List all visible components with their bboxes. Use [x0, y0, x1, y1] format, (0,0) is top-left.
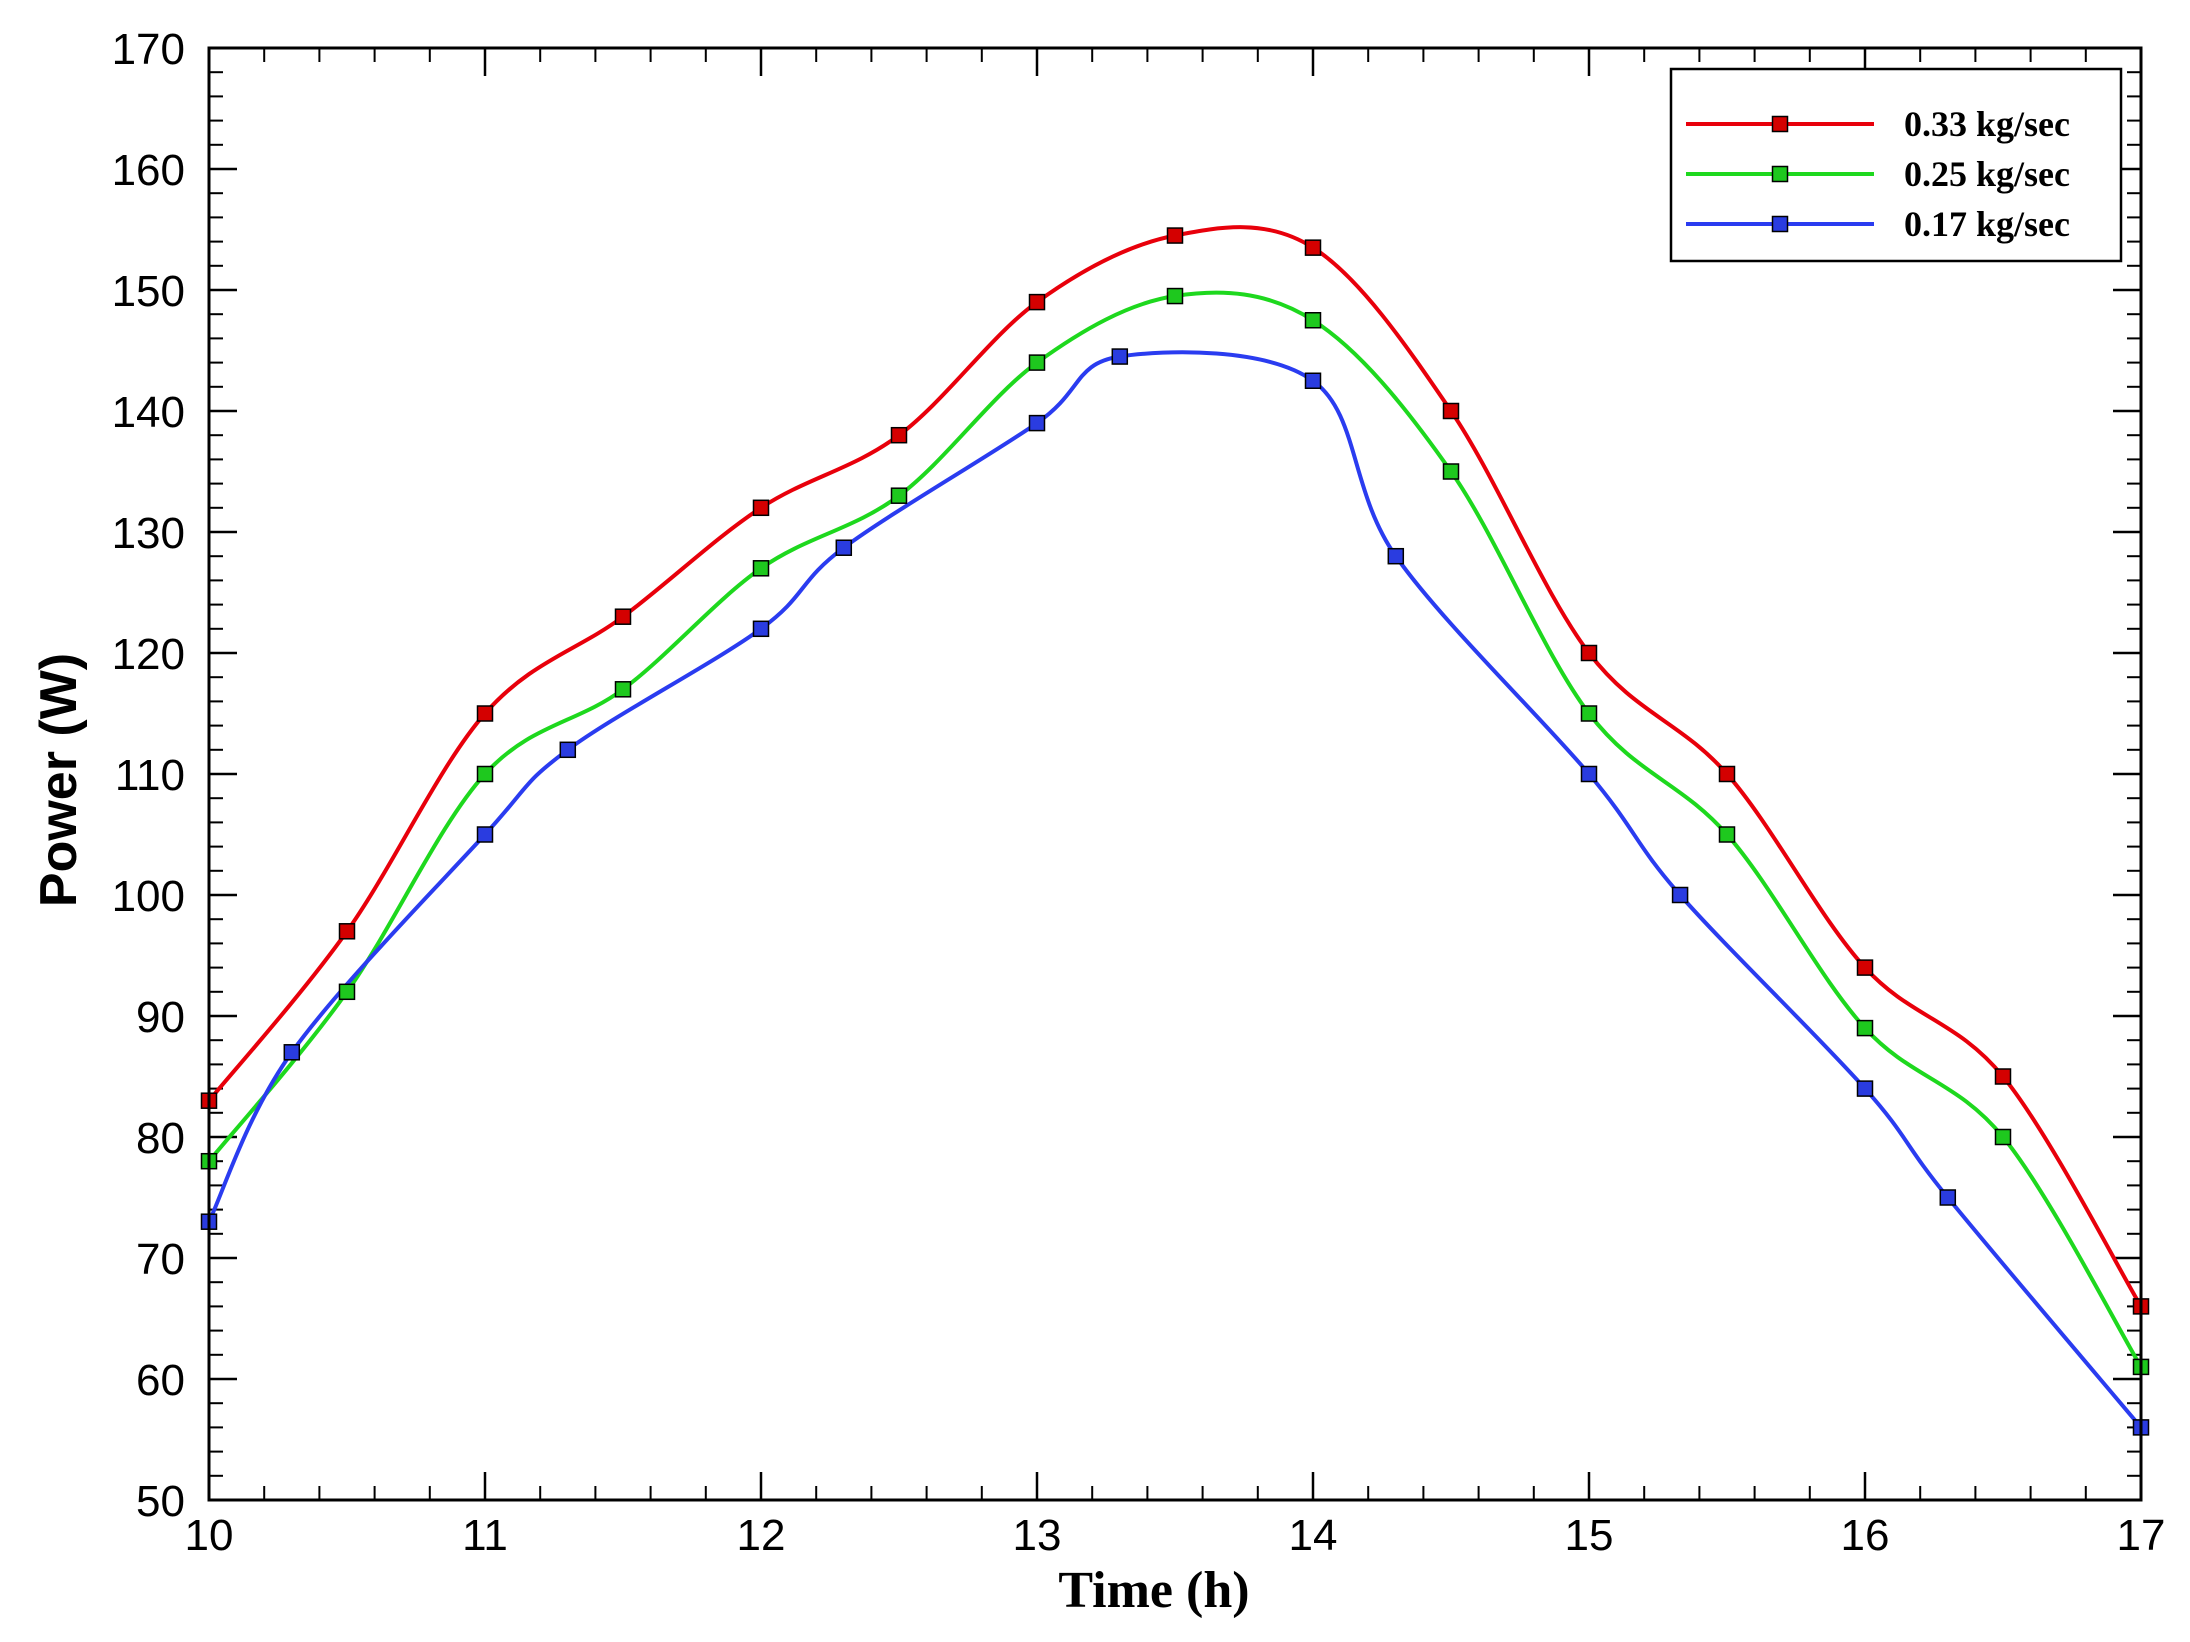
y-tick-label: 170	[112, 25, 185, 74]
data-point-0-17-kg-sec	[1028, 414, 1046, 432]
y-tick-label: 50	[136, 1477, 185, 1526]
data-point-0-25-kg-sec	[614, 681, 632, 698]
data-point-0-17-kg-sec	[283, 1044, 301, 1061]
data-point-0-17-kg-sec	[559, 741, 577, 759]
data-point-0-33-kg-sec	[1166, 227, 1184, 244]
y-tick-label: 140	[112, 388, 185, 437]
data-point-0-33-kg-sec	[614, 608, 632, 625]
x-tick-label: 14	[1289, 1511, 1338, 1560]
data-point-0-25-kg-sec	[890, 487, 908, 504]
y-tick-label: 70	[136, 1235, 185, 1284]
x-tick-label: 17	[2117, 1511, 2166, 1560]
data-point-0-33-kg-sec	[1994, 1068, 2012, 1085]
data-point-0-25-kg-sec	[1442, 463, 1460, 480]
y-tick-label: 160	[112, 146, 185, 195]
y-tick-label: 90	[136, 993, 185, 1042]
data-point-0-33-kg-sec	[338, 923, 356, 940]
data-point-0-17-kg-sec	[1939, 1189, 1957, 1206]
data-point-0-25-kg-sec	[1580, 705, 1598, 722]
series-markers	[200, 227, 2150, 1436]
y-tick-label: 60	[136, 1356, 185, 1405]
legend: 0.33 kg/sec 0.25 kg/sec 0.17 kg/sec	[1669, 67, 2123, 263]
y-tick-label: 80	[136, 1114, 185, 1163]
x-tick-label: 13	[1013, 1511, 1062, 1560]
x-tick-label: 12	[737, 1511, 786, 1560]
data-point-0-25-kg-sec	[1166, 287, 1184, 305]
series-line-0-25-kg-sec	[207, 290, 2143, 1369]
data-point-0-25-kg-sec	[1028, 354, 1046, 371]
data-point-0-33-kg-sec	[476, 705, 494, 722]
data-point-0-33-kg-sec	[1856, 959, 1874, 976]
legend-box	[1669, 67, 2123, 263]
axis-ticks	[207, 46, 2143, 1502]
legend-label-0-17-kg-sec: 0.17 kg/sec	[1904, 204, 2070, 244]
data-point-0-33-kg-sec	[1442, 402, 1460, 420]
x-tick-label: 10	[185, 1511, 234, 1560]
data-point-0-17-kg-sec	[1580, 765, 1598, 783]
plot-area-frame	[207, 46, 2143, 1502]
x-tick-labels: 10 11 12 13 14 15 16 17	[185, 1511, 2166, 1560]
data-point-0-17-kg-sec	[1304, 372, 1322, 389]
data-point-0-25-kg-sec	[1856, 1019, 1874, 1037]
y-tick-label: 150	[112, 267, 185, 316]
x-tick-label: 15	[1565, 1511, 1614, 1560]
data-point-0-17-kg-sec	[835, 539, 853, 556]
data-point-0-25-kg-sec	[1994, 1128, 2012, 1146]
data-point-0-33-kg-sec	[1304, 239, 1322, 256]
data-point-0-25-kg-sec	[476, 765, 494, 783]
x-tick-label: 16	[1841, 1511, 1890, 1560]
y-tick-label: 120	[112, 630, 185, 679]
data-point-0-33-kg-sec	[1580, 644, 1598, 662]
legend-label-0-33-kg-sec: 0.33 kg/sec	[1904, 104, 2070, 144]
x-axis-title: Time (h)	[1058, 1562, 1249, 1619]
series-line-0-33-kg-sec	[207, 225, 2143, 1309]
data-point-0-25-kg-sec	[338, 983, 356, 1001]
y-tick-label: 130	[112, 509, 185, 558]
data-point-0-17-kg-sec	[752, 620, 770, 638]
y-tick-label: 100	[112, 872, 185, 921]
x-tick-label: 11	[462, 1511, 508, 1560]
legend-label-0-25-kg-sec: 0.25 kg/sec	[1904, 154, 2070, 194]
y-tick-label: 110	[115, 751, 185, 800]
data-point-0-33-kg-sec	[1028, 293, 1046, 311]
legend-marker-0-17-kg-sec	[1771, 215, 1789, 233]
data-point-0-17-kg-sec	[1671, 886, 1689, 904]
data-point-0-17-kg-sec	[1856, 1080, 1874, 1097]
data-point-0-17-kg-sec	[1111, 348, 1129, 365]
data-point-0-33-kg-sec	[890, 426, 908, 444]
data-point-0-25-kg-sec	[1304, 312, 1322, 329]
data-point-0-17-kg-sec	[476, 826, 494, 843]
series-line-0-17-kg-sec	[207, 350, 2143, 1430]
y-tick-labels: 50 60 70 80 90 100 110 120 130 140 150 160 170	[112, 25, 185, 1526]
data-point-0-25-kg-sec	[752, 560, 770, 577]
legend-marker-0-25-kg-sec	[1771, 165, 1789, 183]
data-point-0-17-kg-sec	[1387, 547, 1405, 565]
data-point-0-25-kg-sec	[1718, 826, 1736, 843]
data-point-0-33-kg-sec	[752, 499, 770, 517]
legend-marker-0-33-kg-sec	[1771, 115, 1789, 133]
data-point-0-33-kg-sec	[1718, 765, 1736, 783]
y-axis-title: Power (W)	[30, 653, 88, 907]
series-lines	[207, 225, 2143, 1430]
